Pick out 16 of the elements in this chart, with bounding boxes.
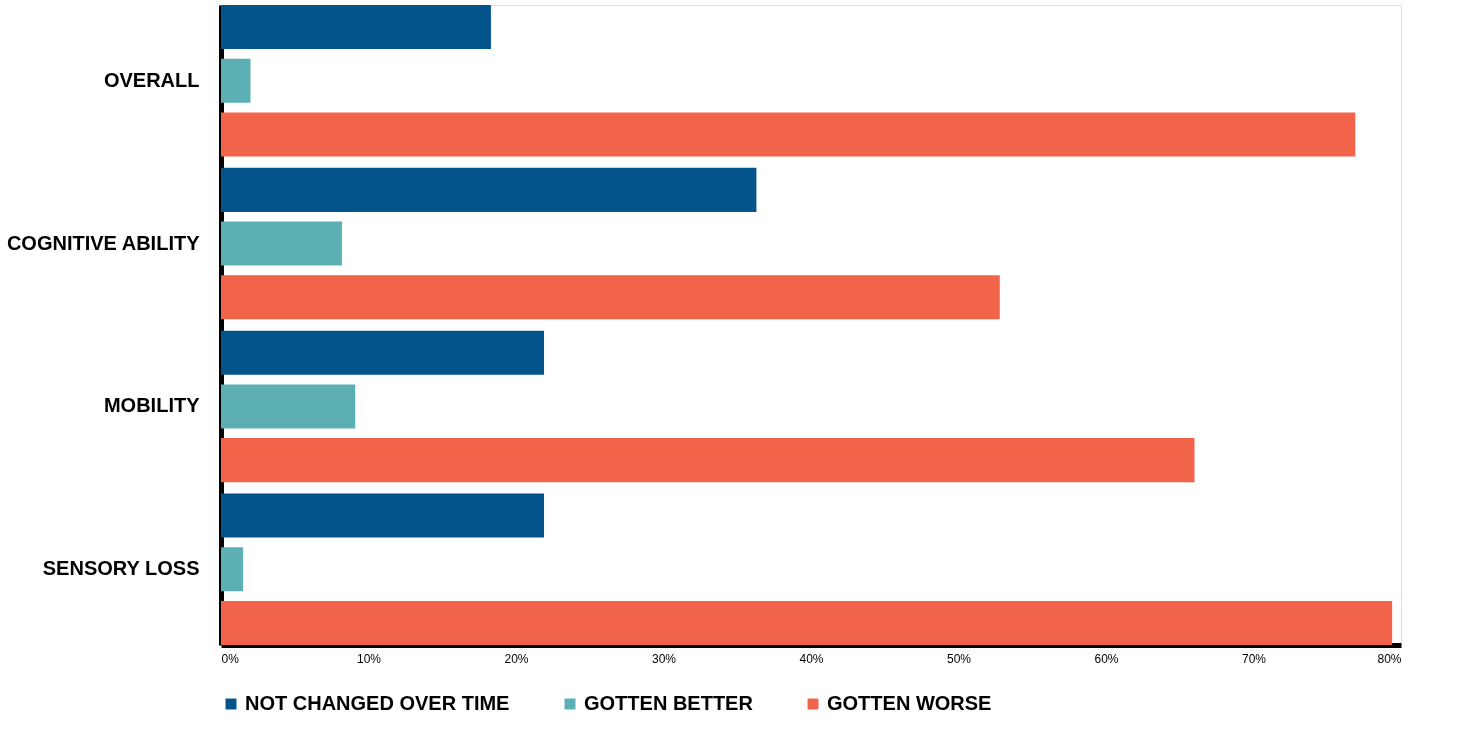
legend-label: NOT CHANGED OVER TIME (245, 692, 510, 714)
x-tick-label: 80% (1377, 651, 1402, 666)
x-tick-label: 20% (504, 651, 529, 666)
x-tick-label: 0% (221, 651, 240, 666)
x-tick-label: 50% (946, 651, 972, 666)
y-tick-label: OVERALL (103, 68, 200, 91)
y-tick-label: COGNITIVE ABILITY (6, 231, 201, 254)
x-tick-label: 70% (1241, 651, 1267, 666)
legend-label: GOTTEN WORSE (827, 692, 992, 714)
x-tick-label: 40% (799, 651, 824, 666)
y-tick-label: SENSORY LOSS (42, 557, 200, 580)
x-tick-label: 30% (651, 651, 677, 666)
legend-label: GOTTEN BETTER (584, 692, 754, 714)
x-tick-label: 60% (1094, 651, 1119, 666)
y-tick-label: MOBILITY (103, 394, 201, 417)
x-tick-label: 10% (356, 651, 382, 666)
